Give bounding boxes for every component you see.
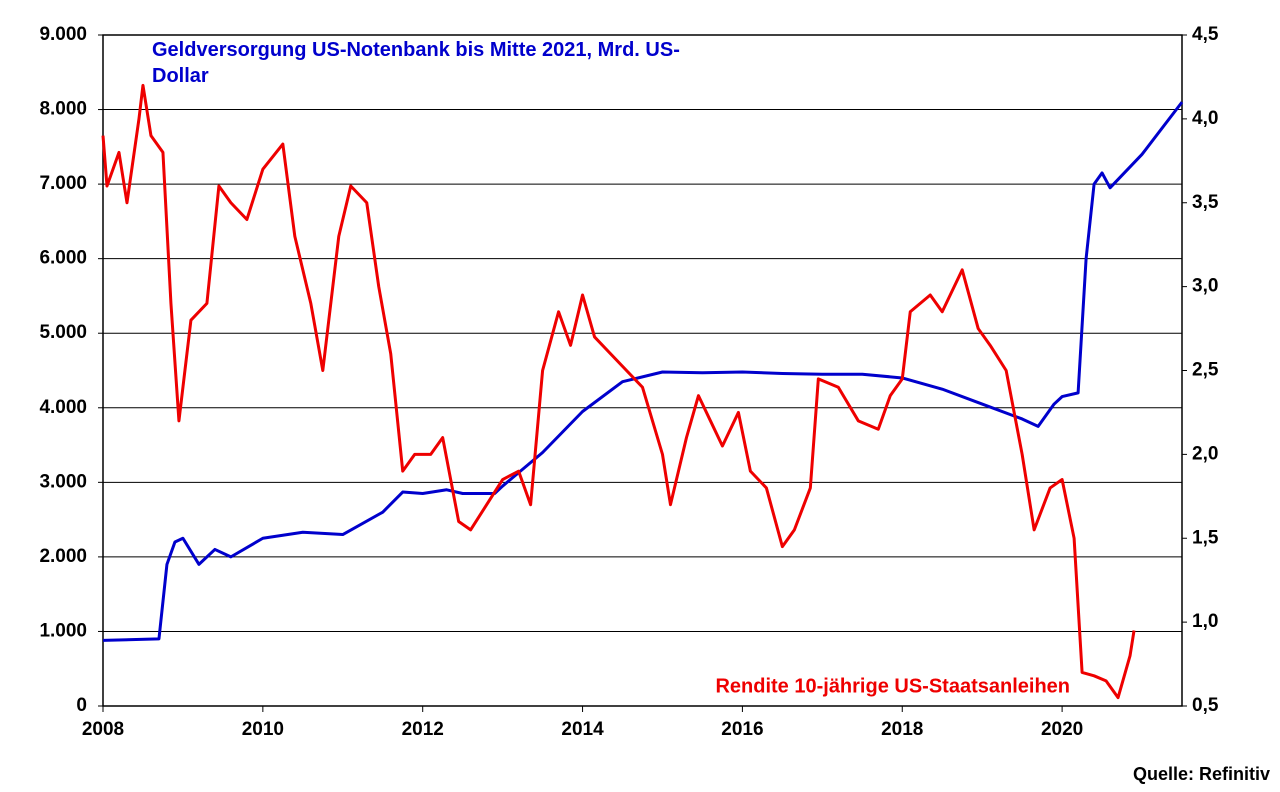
y-tick-label: 4.000 [39,397,87,418]
series-label: Rendite 10-jährige US-Staatsanleihen [715,675,1070,697]
series-label: Geldversorgung US-Notenbank bis Mitte 20… [152,39,680,87]
y2-tick-label: 3,5 [1192,192,1219,213]
x-tick-label: 2014 [561,719,604,740]
y-tick-label: 7.000 [39,173,87,194]
x-tick-label: 2008 [82,719,124,740]
y2-tick-label: 4,5 [1192,24,1219,45]
y2-tick-label: 2,0 [1192,443,1218,464]
y-tick-label: 5.000 [39,322,87,343]
x-tick-label: 2020 [1041,719,1083,740]
x-tick-label: 2012 [402,719,444,740]
y-tick-label: 0 [76,695,87,716]
source: Quelle: Refinitiv [1133,764,1270,784]
series-line [102,101,1184,642]
y2-tick-label: 0,5 [1192,695,1219,716]
y-tick-label: 9.000 [39,24,87,45]
y2-tick-label: 1,0 [1192,611,1218,632]
y2-tick-label: 1,5 [1192,527,1219,548]
y2-tick-label: 2,5 [1192,360,1219,381]
y-tick-label: 6.000 [39,248,87,269]
y-tick-label: 1.000 [39,620,87,641]
y-tick-label: 8.000 [39,99,87,120]
series-line [101,83,1136,700]
x-tick-label: 2018 [881,719,923,740]
y2-tick-label: 4,0 [1192,108,1218,129]
x-tick-label: 2016 [721,719,763,740]
y2-tick-label: 3,0 [1192,276,1218,297]
y-tick-label: 2.000 [39,546,87,567]
y-tick-label: 3.000 [39,471,87,492]
x-tick-label: 2010 [242,719,284,740]
plot-border [102,34,1183,707]
